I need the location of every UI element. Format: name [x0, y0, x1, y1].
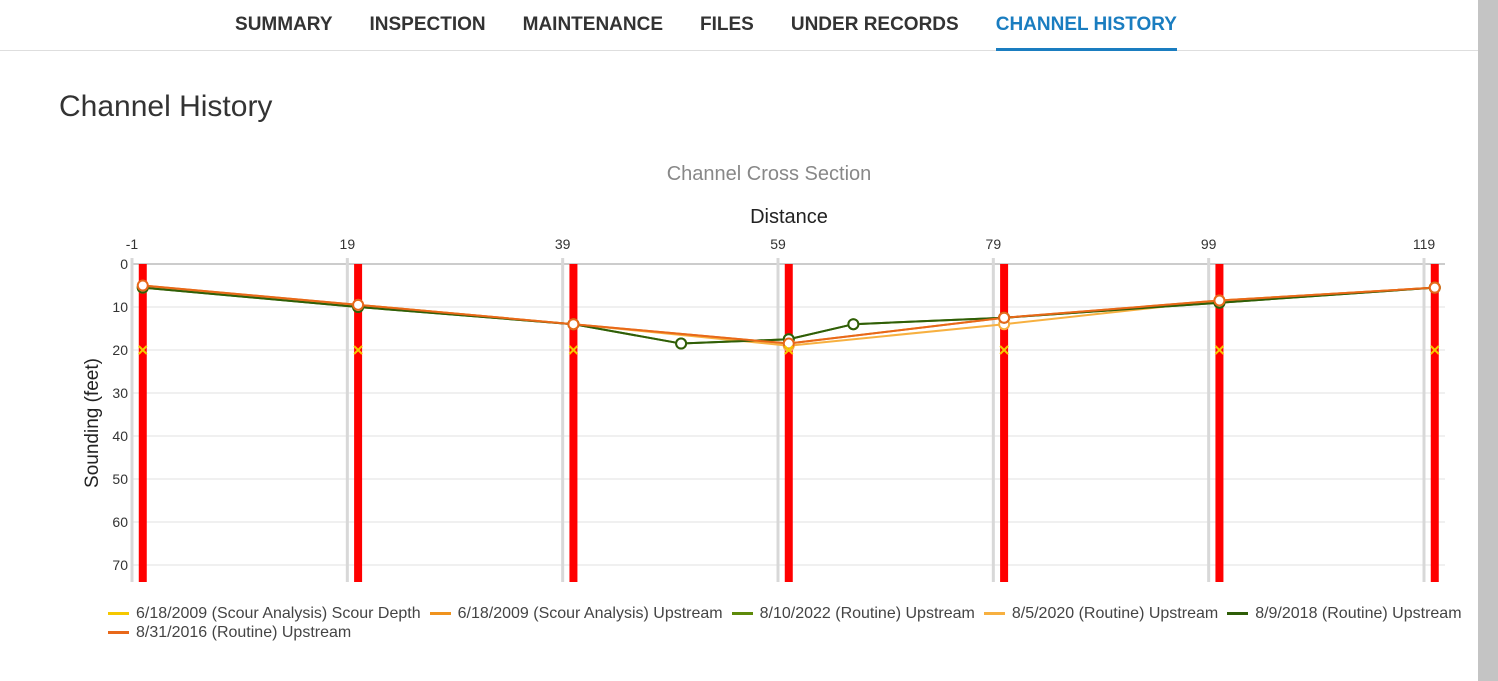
pier-bar	[354, 264, 363, 582]
pier-bar	[1430, 264, 1439, 582]
y-tick-label: 0	[120, 256, 128, 272]
legend-swatch	[983, 612, 1005, 615]
legend-item[interactable]: 6/18/2009 (Scour Analysis) Scour Depth	[108, 604, 421, 623]
y-tick-label: 40	[112, 428, 128, 444]
x-tick-label: 59	[770, 236, 786, 252]
legend-label: 8/31/2016 (Routine) Upstream	[136, 623, 352, 641]
scrollbar[interactable]	[1478, 0, 1498, 681]
y-tick-label: 50	[112, 471, 128, 487]
legend-item[interactable]: 6/18/2009 (Scour Analysis) Upstream	[429, 604, 723, 623]
pier-bar	[784, 264, 793, 582]
x-tick-label: -1	[126, 236, 139, 252]
x-axis-title: Distance	[750, 206, 828, 228]
legend-label: 8/9/2018 (Routine) Upstream	[1255, 604, 1462, 622]
legend-item[interactable]: 8/9/2018 (Routine) Upstream	[1227, 604, 1462, 623]
data-point	[998, 311, 1011, 324]
data-point	[138, 345, 148, 355]
tab-maintenance[interactable]: MAINTENANCE	[522, 14, 664, 35]
y-tick-label: 20	[112, 342, 128, 358]
data-point	[567, 318, 580, 331]
data-point	[352, 298, 365, 311]
legend-swatch	[1227, 612, 1249, 615]
y-axis-title: Sounding (feet)	[82, 358, 103, 488]
page-title: Channel History	[59, 90, 273, 123]
chart-title: Channel Cross Section	[666, 163, 872, 185]
legend-item[interactable]: 8/10/2022 (Routine) Upstream	[731, 604, 975, 623]
pier-bar	[138, 264, 147, 582]
tab-files[interactable]: FILES	[700, 14, 754, 35]
tab-inspection[interactable]: INSPECTION	[369, 14, 486, 35]
legend-label: 6/18/2009 (Scour Analysis) Upstream	[457, 604, 723, 622]
data-point	[1214, 345, 1225, 355]
legend-swatch	[108, 631, 129, 634]
legend-swatch	[429, 612, 451, 615]
data-point	[353, 345, 363, 355]
tab-summary[interactable]: SUMMARY	[235, 14, 333, 35]
data-point	[847, 318, 860, 331]
legend-label: 8/5/2020 (Routine) Upstream	[1011, 604, 1219, 622]
y-tick-label: 70	[112, 557, 128, 573]
data-point	[782, 337, 795, 350]
data-point	[784, 345, 794, 355]
x-tick-label: 119	[1413, 236, 1436, 252]
tab-channel-history[interactable]: CHANNEL HISTORY	[995, 0, 1177, 51]
chart-legend: 6/18/2009 (Scour Analysis) Scour Depth 6/…	[108, 604, 1468, 642]
data-point	[1213, 294, 1226, 307]
channel-cross-section-chart: 0 10 20 30 40 50 60 70 -1 19 39 59 79 99 119 Sounding (…	[82, 236, 1445, 582]
x-tick-label: 79	[986, 236, 1002, 252]
data-point	[1430, 345, 1440, 355]
pier-bar	[1215, 264, 1224, 582]
tab-bar: SUMMARY INSPECTION MAINTENANCE FILES UNDER R…	[0, 0, 1478, 51]
legend-swatch	[731, 612, 753, 615]
pier-bar	[1000, 264, 1009, 582]
data-point	[999, 345, 1009, 355]
legend-item[interactable]: 8/31/2016 (Routine) Upstream	[108, 623, 351, 642]
pier-bar	[569, 264, 578, 582]
legend-swatch	[108, 612, 129, 615]
legend-item[interactable]: 8/5/2020 (Routine) Upstream	[983, 604, 1219, 623]
y-tick-label: 10	[112, 299, 128, 315]
data-point	[568, 345, 579, 355]
data-point	[136, 279, 149, 292]
legend-label: 6/18/2009 (Scour Analysis) Scour Depth	[136, 604, 421, 622]
x-tick-label: 99	[1201, 236, 1217, 252]
data-point	[675, 337, 688, 350]
y-tick-label: 30	[112, 385, 128, 401]
legend-label: 8/10/2022 (Routine) Upstream	[759, 604, 975, 622]
y-tick-label: 60	[112, 514, 128, 530]
data-point	[1428, 281, 1441, 294]
x-tick-label: 39	[555, 236, 571, 252]
tab-under-records[interactable]: UNDER RECORDS	[790, 14, 959, 35]
x-tick-label: 19	[340, 236, 356, 252]
